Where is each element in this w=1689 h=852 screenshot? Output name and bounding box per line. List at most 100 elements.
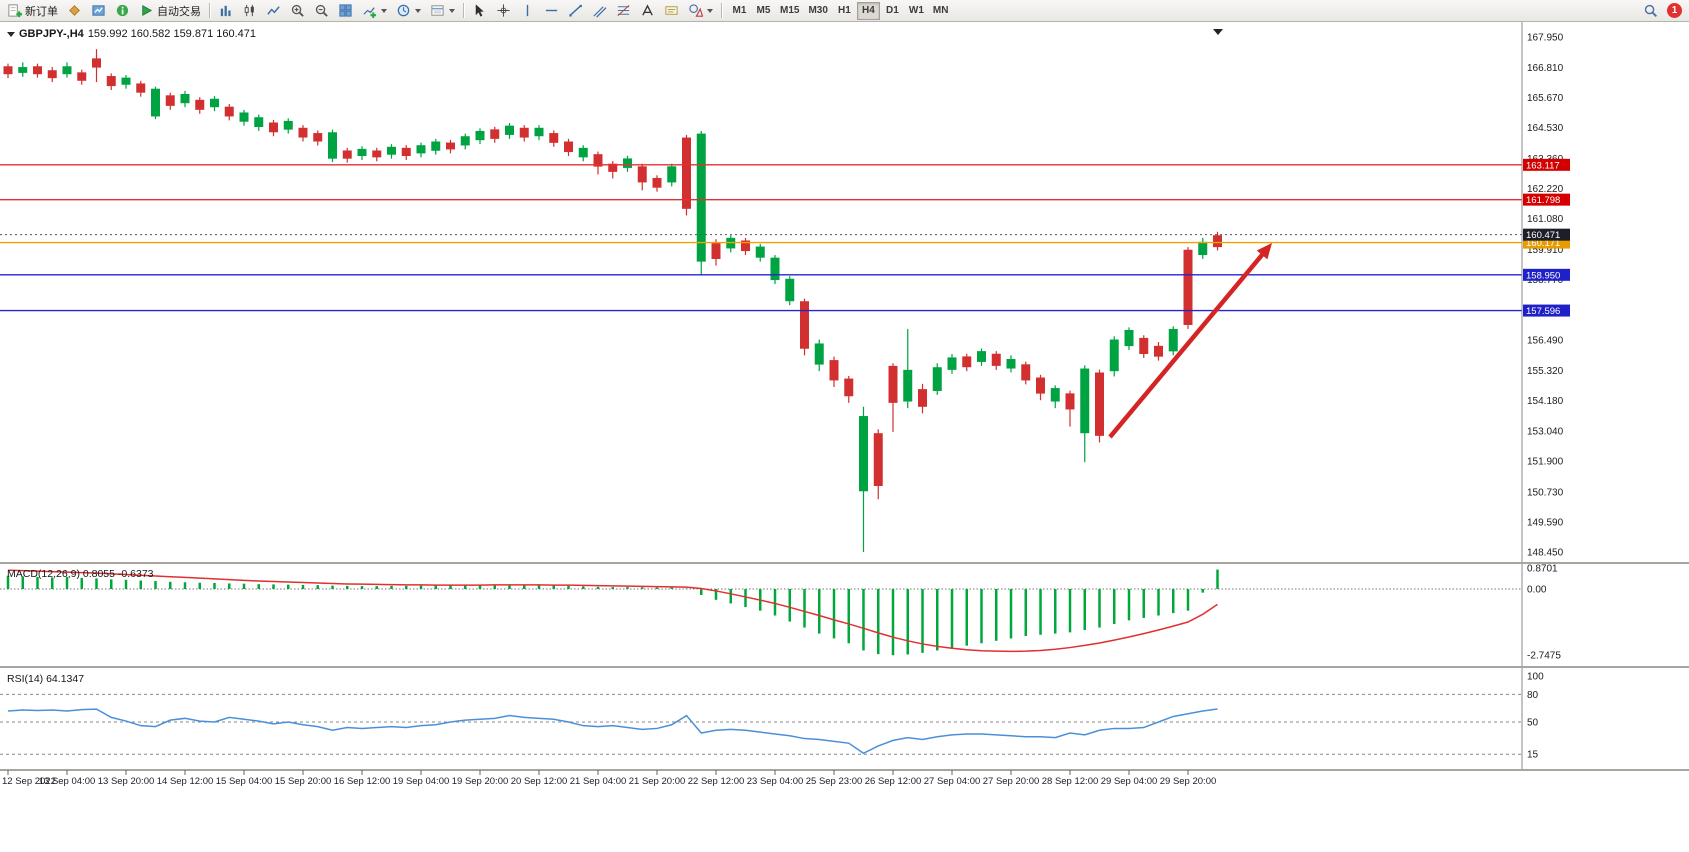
notification-badge[interactable]: 1 (1667, 3, 1682, 18)
fibonacci-button[interactable] (612, 1, 635, 21)
price-axis-label: 166.810 (1527, 63, 1564, 74)
horizontal-line-button[interactable] (540, 1, 563, 21)
template-icon (431, 5, 444, 16)
indicators-icon (363, 7, 377, 18)
rsi-axis-label: 100 (1527, 672, 1544, 683)
zoom-out-button[interactable] (310, 1, 333, 21)
search-icon (1644, 4, 1657, 17)
new-order-button[interactable]: 新订单 (3, 1, 62, 21)
current-price-tag: 160.471 (1523, 228, 1570, 241)
bar-chart-icon (220, 5, 231, 17)
price-chart-svg[interactable]: 167.950166.810165.670164.530163.360162.2… (0, 22, 1689, 852)
navigator-button[interactable] (87, 1, 110, 21)
vertical-line-button[interactable] (516, 1, 539, 21)
trend-arrow[interactable] (1108, 247, 1269, 439)
channel-icon (593, 6, 607, 18)
time-axis-label: 14 Sep 12:00 (157, 776, 214, 787)
trendline-icon (569, 4, 582, 17)
macd-axis-label: -2.7475 (1527, 651, 1561, 662)
svg-text:160.471: 160.471 (1526, 230, 1560, 241)
svg-text:163.117: 163.117 (1526, 160, 1560, 171)
price-axis-label: 165.670 (1527, 93, 1564, 104)
time-axis-label: 27 Sep 04:00 (924, 776, 981, 787)
crosshair-button[interactable] (492, 1, 515, 21)
terminal-button[interactable] (111, 1, 134, 21)
macd-axis-label: 0.8701 (1527, 564, 1558, 575)
timeframe-button-MN[interactable]: MN (929, 2, 953, 20)
periods-button[interactable] (392, 1, 425, 21)
time-axis-label: 22 Sep 12:00 (688, 776, 745, 787)
shapes-button[interactable] (684, 1, 717, 21)
macd-axis-label: 0.00 (1527, 585, 1547, 596)
auto-trading-label: 自动交易 (157, 5, 201, 18)
timeframe-button-M5[interactable]: M5 (752, 2, 775, 20)
chart-window: 167.950166.810165.670164.530163.360162.2… (0, 22, 1689, 852)
text-button[interactable] (636, 1, 659, 21)
timeframe-button-H4[interactable]: H4 (856, 1, 880, 20)
price-axis-label: 149.590 (1527, 517, 1564, 528)
timeframe-button-M30[interactable]: M30 (804, 2, 831, 20)
cursor-button[interactable] (468, 1, 491, 21)
timeframe-button-M1[interactable]: M1 (728, 2, 751, 20)
horizontal-line-icon (545, 9, 558, 12)
rsi-line (7, 708, 1218, 755)
text-label-button[interactable] (660, 1, 683, 21)
timeframe-button-W1[interactable]: W1 (905, 2, 928, 20)
timeframe-group: M1 M5 M15 M30 H1 H4 D1 W1 MN (728, 1, 953, 20)
chart-symbol-title: GBPJPY-,H4 (19, 28, 84, 40)
macd-signal-line (7, 569, 1218, 653)
price-axis-label: 162.220 (1527, 184, 1564, 195)
search-button[interactable] (1639, 1, 1662, 21)
text-icon (642, 4, 653, 16)
chevron-down-icon (449, 8, 455, 13)
scroll-end-marker[interactable] (1213, 29, 1223, 35)
timeframe-button-D1[interactable]: D1 (881, 2, 904, 20)
price-tag: 158.950 (1523, 268, 1570, 281)
time-axis-label: 21 Sep 04:00 (570, 776, 627, 787)
toolbar: 新订单 自动交易 (0, 0, 1689, 22)
zoom-in-button[interactable] (286, 1, 309, 21)
price-axis-label: 161.080 (1527, 214, 1564, 225)
svg-text:157.596: 157.596 (1526, 306, 1560, 317)
price-axis-label: 150.730 (1527, 487, 1564, 498)
time-axis-label: 26 Sep 12:00 (865, 776, 922, 787)
line-chart-button[interactable] (262, 1, 285, 21)
time-axis-label: 29 Sep 04:00 (1101, 776, 1158, 787)
timeframe-button-M15[interactable]: M15 (776, 2, 803, 20)
auto-trading-button[interactable]: 自动交易 (135, 1, 205, 21)
time-axis-label: 13 Sep 04:00 (39, 776, 96, 787)
rsi-axis-label: 50 (1527, 718, 1539, 729)
clock-icon (397, 4, 410, 17)
time-axis-label: 28 Sep 12:00 (1042, 776, 1099, 787)
price-axis-label: 154.180 (1527, 396, 1564, 407)
candlestick-icon (244, 4, 254, 17)
price-axis-label: 164.530 (1527, 123, 1564, 134)
templates-button[interactable] (426, 1, 459, 21)
timeframe-button-H1[interactable]: H1 (833, 2, 856, 20)
channel-button[interactable] (588, 1, 611, 21)
collapse-chart-icon[interactable] (7, 31, 15, 37)
bar-chart-button[interactable] (214, 1, 237, 21)
chevron-down-icon (707, 8, 713, 13)
time-axis-label: 13 Sep 20:00 (98, 776, 155, 787)
price-axis-label: 167.950 (1527, 33, 1564, 44)
toolbar-separator (721, 3, 722, 18)
time-axis-label: 15 Sep 04:00 (216, 776, 273, 787)
candlestick-chart-button[interactable] (238, 1, 261, 21)
market-watch-icon (69, 5, 80, 16)
navigator-icon (92, 5, 105, 16)
price-tag: 161.798 (1523, 193, 1570, 206)
indicators-button[interactable] (358, 1, 391, 21)
chart-header: GBPJPY-,H4 159.992 160.582 159.871 160.4… (7, 28, 256, 40)
time-axis-label: 19 Sep 20:00 (452, 776, 509, 787)
trendline-button[interactable] (564, 1, 587, 21)
time-axis-label: 21 Sep 20:00 (629, 776, 686, 787)
macd-indicator-label: MACD(12,26,9) 0.8055 -0.6373 (7, 568, 154, 580)
market-watch-button[interactable] (63, 1, 86, 21)
chart-ohlc-values: 159.992 160.582 159.871 160.471 (87, 28, 257, 40)
price-axis-label: 159.910 (1527, 245, 1564, 256)
macd-histogram (6, 569, 1219, 656)
zoom-in-icon (291, 4, 304, 17)
tile-windows-button[interactable] (334, 1, 357, 21)
price-axis-label: 151.900 (1527, 456, 1564, 467)
